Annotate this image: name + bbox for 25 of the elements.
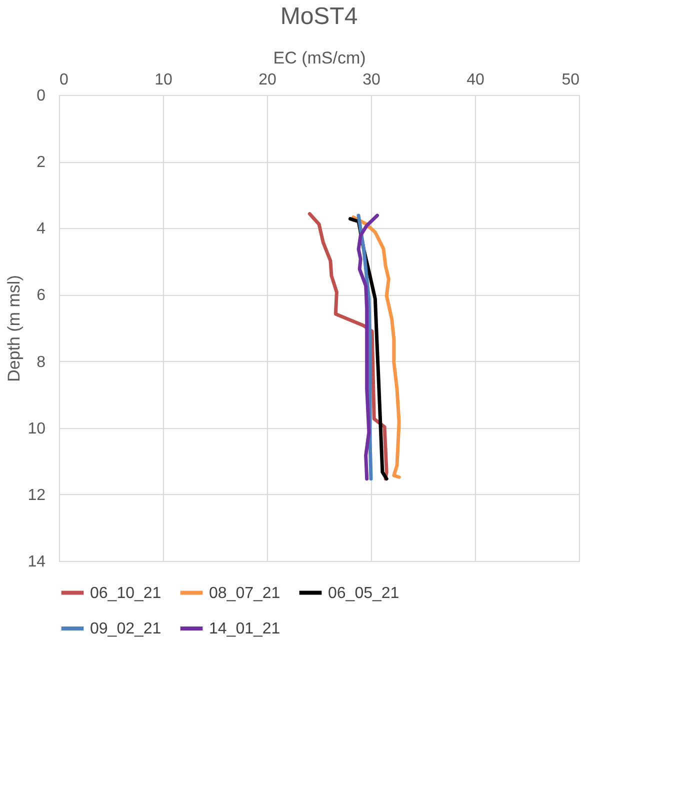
line-series: [352, 215, 401, 479]
y-tick-label: 12: [28, 486, 46, 504]
y-tick-label: 0: [36, 88, 46, 104]
y-axis-title: Depth (m msl): [4, 275, 24, 382]
x-tick-label: 0: [60, 72, 68, 88]
legend-label: 14_01_21: [209, 620, 280, 638]
y-tick-label: 10: [28, 420, 46, 438]
line-series: [308, 212, 388, 481]
x-axis-title: EC (mS/cm): [273, 48, 366, 68]
legend-label: 06_05_21: [328, 584, 400, 602]
y-tick-label: 2: [36, 154, 46, 172]
y-tick-label: 8: [36, 354, 46, 371]
y-tick-label: 6: [36, 287, 46, 304]
x-tick-label: 20: [258, 72, 276, 88]
x-tick-label: 10: [154, 72, 172, 88]
x-tick-label: 30: [362, 72, 380, 88]
y-tick-label: 4: [36, 220, 46, 238]
legend-label: 08_07_21: [209, 584, 280, 602]
y-tick-label: 14: [28, 554, 46, 570]
legend-label: 09_02_21: [90, 620, 162, 638]
line-series: [356, 214, 379, 481]
x-tick-label: 50: [562, 72, 580, 88]
legend-label: 06_10_21: [90, 584, 162, 602]
chart-title: MoST4: [280, 3, 358, 30]
x-tick-label: 40: [466, 72, 484, 88]
